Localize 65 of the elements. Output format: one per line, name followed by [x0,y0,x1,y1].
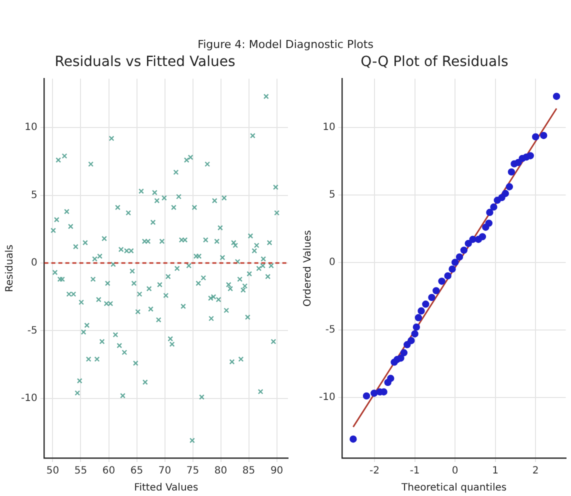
point [432,287,440,294]
x-tick-label: -2 [370,466,380,477]
x-axis-title: Fitted Values [134,482,198,494]
point [460,246,468,254]
y-tick-label: 5 [328,189,336,200]
point [502,190,510,198]
point [451,258,459,266]
point [411,330,418,338]
x-tick-label: 90 [270,466,284,477]
point [408,336,415,344]
point [438,278,446,285]
point [532,133,540,140]
y-tick-label: -5 [27,325,38,336]
point [490,203,498,211]
y-tick-label: -10 [318,392,336,403]
point [444,272,452,280]
point [540,132,548,140]
y-tick-label: 0 [328,256,336,268]
chart-title: Q-Q Plot of Residuals [360,54,508,70]
x-tick-label: 85 [242,466,256,477]
y-tick-label: 5 [30,190,38,201]
y-tick-label: 0 [30,258,38,269]
x-tick-label: 1 [492,466,499,477]
x-tick-label: 80 [214,466,228,477]
point [350,436,357,443]
x-tick-label: 2 [532,466,539,477]
x-axis-title: Theoretical quantiles [400,482,507,494]
point [428,294,436,302]
y-axis-title: Ordered Values [302,230,314,307]
x-tick-label: 75 [186,466,200,477]
point [412,324,420,331]
x-tick-label: 0 [452,466,458,477]
point [485,220,492,227]
chart-title: Residuals vs Fitted Values [54,54,236,70]
point [526,152,534,160]
point [478,233,486,240]
point [552,92,560,100]
point [508,168,516,176]
point [448,265,456,273]
point [400,349,408,356]
point [456,253,464,261]
caption: Figure 4: Model Diagnostic Plots [198,38,374,51]
point [486,208,494,216]
x-tick-label: 60 [102,466,116,477]
y-axis-title: Residuals [4,244,16,292]
x-tick-label: 55 [74,466,88,477]
point [362,392,370,400]
point [370,390,378,397]
point [418,307,425,315]
point [397,354,404,362]
x-tick-label: 70 [158,466,172,477]
y-tick-label: 10 [322,122,336,133]
x-tick-label: -1 [410,466,420,477]
x-tick-label: 65 [130,466,144,477]
point [387,374,394,382]
x-tick-label: 50 [46,466,60,477]
y-tick-label: -5 [325,324,336,336]
point [506,183,514,190]
point [404,341,411,348]
y-tick-label: -10 [20,393,38,404]
point [464,240,472,248]
point [414,314,422,322]
point [514,158,522,166]
point [422,300,430,308]
y-tick-label: 10 [24,122,38,134]
